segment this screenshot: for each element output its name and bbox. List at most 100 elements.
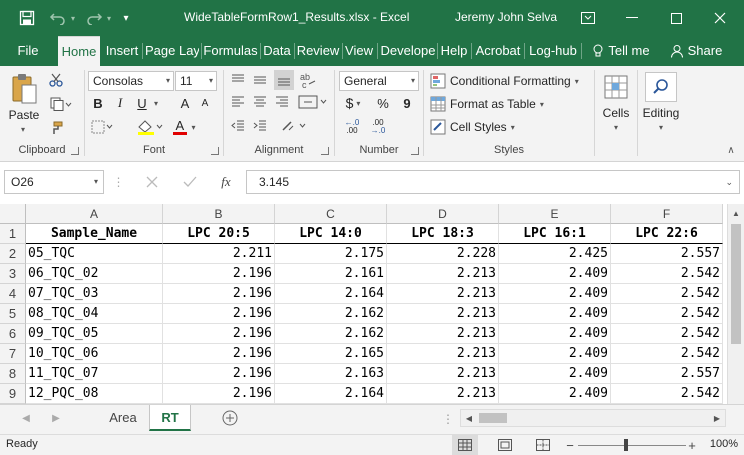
percent-button[interactable]: % <box>377 95 389 111</box>
font-name-select[interactable]: Consolas ▾ <box>88 71 174 91</box>
cell-c5[interactable]: 2.162 <box>275 304 387 324</box>
add-sheet-icon[interactable] <box>220 408 240 428</box>
fill-color-icon[interactable] <box>135 118 165 136</box>
ribbon-display-options-icon[interactable] <box>566 0 610 36</box>
tab-log-hub[interactable]: Log-hub <box>529 43 577 58</box>
cells-group[interactable]: Cells ▾ <box>595 66 637 162</box>
maximize-icon[interactable] <box>654 0 698 36</box>
enter-icon[interactable] <box>180 172 200 192</box>
sheet-tab-rt[interactable]: RT <box>149 405 191 431</box>
conditional-formatting-button[interactable]: Conditional Formatting ▾ <box>430 71 579 91</box>
format-painter-icon[interactable] <box>48 120 64 136</box>
cell-b8[interactable]: 2.196 <box>163 364 275 384</box>
cell-f1[interactable]: LPC 22:6 <box>611 224 723 244</box>
cell-e3[interactable]: 2.409 <box>499 264 611 284</box>
cell-d1[interactable]: LPC 18:3 <box>387 224 499 244</box>
row-header-8[interactable]: 8 <box>0 364 26 384</box>
decrease-font-size-button[interactable]: A <box>201 97 209 109</box>
row-header-4[interactable]: 4 <box>0 284 26 304</box>
collapse-ribbon-icon[interactable]: ∧ <box>727 144 735 156</box>
formula-input[interactable]: 3.145 ⌄ <box>246 170 740 194</box>
cell-d7[interactable]: 2.213 <box>387 344 499 364</box>
cell-f9[interactable]: 2.542 <box>611 384 723 404</box>
cell-a3[interactable]: 06_TQC_02 <box>26 264 163 284</box>
minimize-icon[interactable] <box>610 0 654 36</box>
tab-data[interactable]: Data <box>263 43 291 58</box>
vertical-scrollbar[interactable]: ▲ <box>727 204 744 404</box>
tab-developer[interactable]: Develope <box>380 43 436 58</box>
font-color-button[interactable]: A ▾ <box>169 118 199 136</box>
select-all-button[interactable] <box>0 204 26 224</box>
underline-button[interactable]: U <box>137 95 147 111</box>
tab-insert[interactable]: Insert <box>105 43 139 58</box>
redo-icon[interactable] <box>84 9 104 27</box>
cell-c4[interactable]: 2.164 <box>275 284 387 304</box>
vertical-scroll-thumb[interactable] <box>731 224 741 344</box>
align-right-icon[interactable] <box>274 94 290 110</box>
bottom-align-icon[interactable] <box>274 70 294 90</box>
cell-d2[interactable]: 2.228 <box>387 244 499 264</box>
expand-formula-bar-icon[interactable]: ⌄ <box>725 177 733 187</box>
column-header-c[interactable]: C <box>275 204 387 224</box>
tab-home[interactable]: Home <box>58 36 100 66</box>
text-direction-icon[interactable] <box>280 118 308 134</box>
redo-dropdown-icon[interactable]: ▾ <box>106 13 111 23</box>
tab-review[interactable]: Review <box>296 43 340 58</box>
cell-a7[interactable]: 10_TQC_06 <box>26 344 163 364</box>
font-launcher-icon[interactable] <box>211 147 219 155</box>
cell-c2[interactable]: 2.175 <box>275 244 387 264</box>
column-header-f[interactable]: F <box>611 204 723 224</box>
tab-help[interactable]: Help <box>440 43 468 58</box>
zoom-slider-track[interactable] <box>578 445 686 446</box>
column-header-d[interactable]: D <box>387 204 499 224</box>
cell-b9[interactable]: 2.196 <box>163 384 275 404</box>
cell-d6[interactable]: 2.213 <box>387 324 499 344</box>
tab-page-layout[interactable]: Page Layo <box>145 43 199 58</box>
normal-view-icon[interactable] <box>452 435 478 455</box>
row-header-5[interactable]: 5 <box>0 304 26 324</box>
cell-d3[interactable]: 2.213 <box>387 264 499 284</box>
undo-dropdown-icon[interactable]: ▾ <box>70 13 75 23</box>
cell-b5[interactable]: 2.196 <box>163 304 275 324</box>
cell-e2[interactable]: 2.425 <box>499 244 611 264</box>
share-button[interactable]: Share <box>668 36 724 66</box>
increase-font-size-button[interactable]: A <box>180 95 190 111</box>
cell-f6[interactable]: 2.542 <box>611 324 723 344</box>
cell-c6[interactable]: 2.162 <box>275 324 387 344</box>
cell-c1[interactable]: LPC 14:0 <box>275 224 387 244</box>
scroll-right-icon[interactable]: ▶ <box>713 413 721 423</box>
cell-c3[interactable]: 2.161 <box>275 264 387 284</box>
cell-f8[interactable]: 2.557 <box>611 364 723 384</box>
clipboard-launcher-icon[interactable] <box>71 147 79 155</box>
top-align-icon[interactable] <box>230 72 246 88</box>
cell-f5[interactable]: 2.542 <box>611 304 723 324</box>
cell-a2[interactable]: 05_TQC <box>26 244 163 264</box>
cell-e1[interactable]: LPC 16:1 <box>499 224 611 244</box>
increase-decimal-button[interactable]: ←.0.00 <box>341 118 363 136</box>
page-layout-view-icon[interactable] <box>492 435 518 455</box>
sheet-tab-area[interactable]: Area <box>109 410 137 425</box>
cell-d5[interactable]: 2.213 <box>387 304 499 324</box>
number-launcher-icon[interactable] <box>411 147 419 155</box>
orientation-icon[interactable]: ab c <box>298 70 318 90</box>
underline-dropdown-icon[interactable]: ▾ <box>153 98 158 108</box>
merge-center-icon[interactable] <box>296 94 330 110</box>
middle-align-icon[interactable] <box>252 72 268 88</box>
cell-c7[interactable]: 2.165 <box>275 344 387 364</box>
currency-button[interactable]: $ ▾ <box>341 94 365 112</box>
comma-style-button[interactable]: 9 <box>403 95 411 111</box>
cell-b7[interactable]: 2.196 <box>163 344 275 364</box>
cell-b4[interactable]: 2.196 <box>163 284 275 304</box>
next-sheet-icon[interactable]: ▶ <box>52 412 60 424</box>
align-left-icon[interactable] <box>230 94 246 110</box>
row-header-1[interactable]: 1 <box>0 224 26 244</box>
cell-f2[interactable]: 2.557 <box>611 244 723 264</box>
cell-e9[interactable]: 2.409 <box>499 384 611 404</box>
cell-c9[interactable]: 2.164 <box>275 384 387 404</box>
cell-a6[interactable]: 09_TQC_05 <box>26 324 163 344</box>
decrease-indent-icon[interactable] <box>230 118 246 134</box>
horizontal-scrollbar[interactable]: ◀ ▶ <box>460 409 726 427</box>
save-icon[interactable] <box>18 9 36 27</box>
font-size-select[interactable]: 11 ▾ <box>175 71 217 91</box>
bold-button[interactable]: B <box>93 95 103 111</box>
